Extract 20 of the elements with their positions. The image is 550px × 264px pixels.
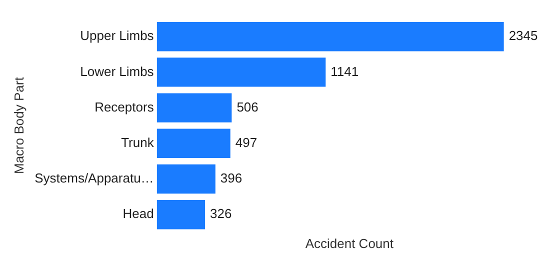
bar [156,164,216,194]
bar [156,58,326,87]
y-tick-label: Head [122,206,154,222]
y-tick-label: Systems/Apparatu… [34,170,154,186]
data-label: 396 [220,170,242,186]
data-label: 2345 [508,28,538,44]
data-label: 506 [236,99,258,114]
bar [156,200,206,230]
x-axis-title: Accident Count [305,236,394,251]
y-tick-label: Trunk [121,134,154,150]
bar [156,22,504,52]
data-label: 326 [210,206,232,222]
bar [156,128,230,158]
data-label: 1141 [330,64,359,79]
y-tick-label: Upper Limbs [80,28,154,44]
y-axis-title: Macro Body Part [11,76,26,174]
y-tick-label: Receptors [94,99,154,114]
y-tick-label: Lower Limbs [80,64,154,79]
bar [156,93,232,122]
data-label: 497 [235,134,258,150]
